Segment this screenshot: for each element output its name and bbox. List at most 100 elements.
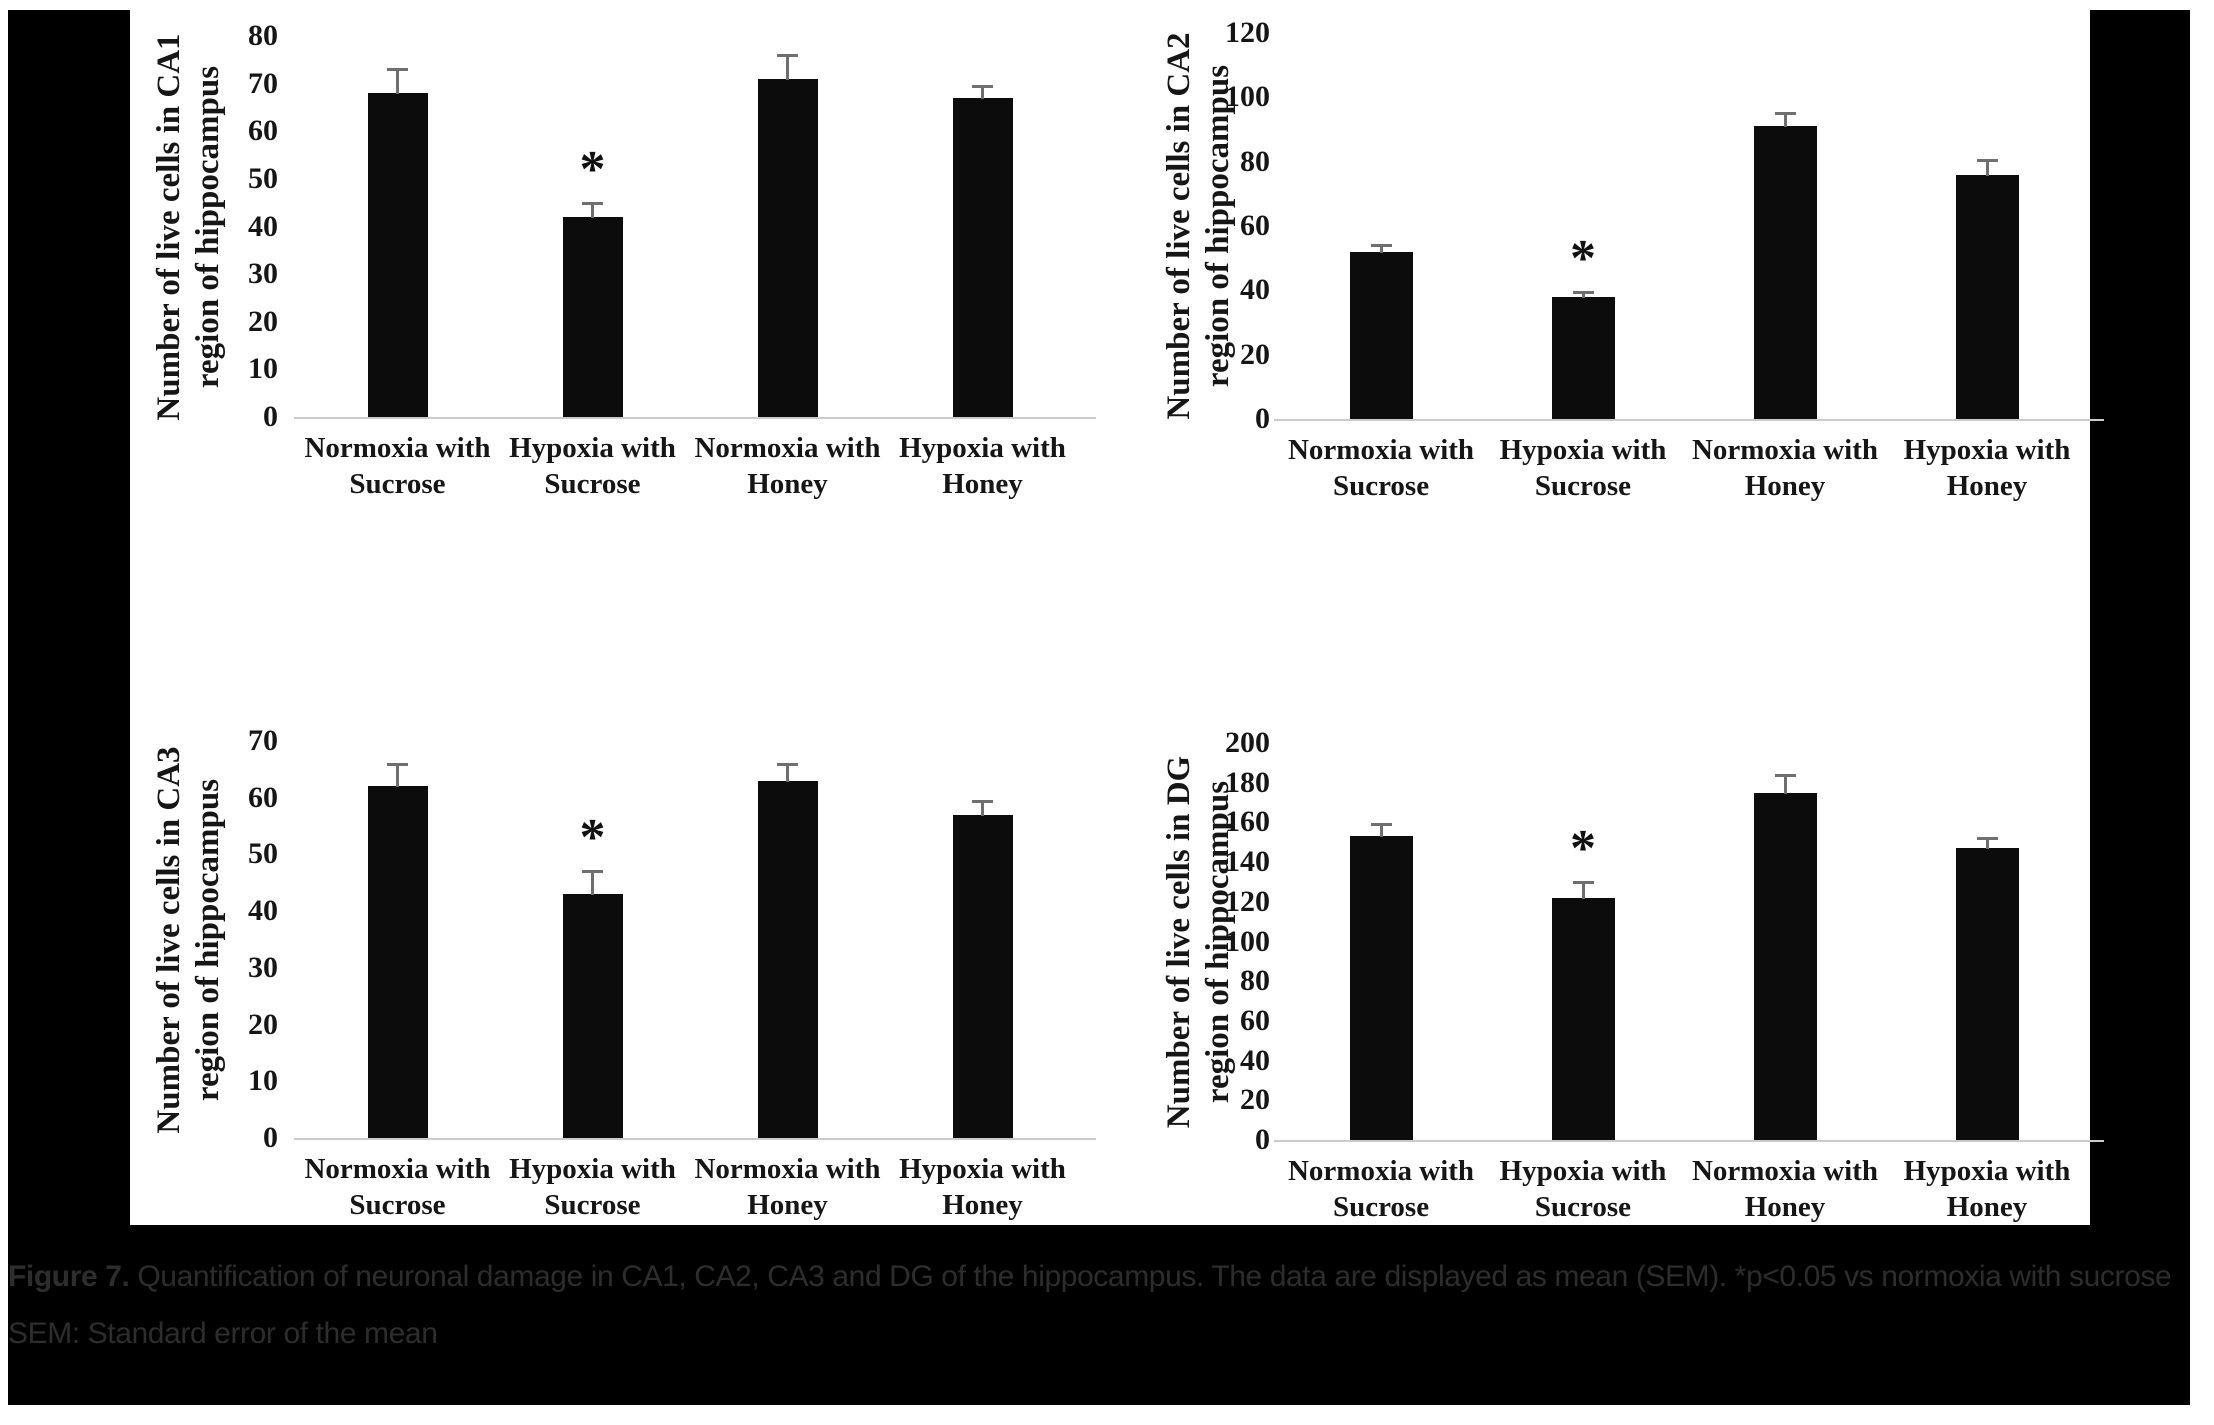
category-label: Hypoxia with Honey (1903, 1155, 2071, 1223)
y-axis-tick-label: 30 (248, 950, 278, 984)
caption-text: Quantification of neuronal damage in CA1… (129, 1260, 2172, 1293)
error-bar-cap-hypoxia-with-sucrose (1572, 880, 1594, 884)
significance-asterisk: * (1570, 229, 1596, 287)
bar-hypoxia-with-sucrose (562, 894, 623, 1138)
y-axis-tick-label: 80 (1240, 964, 1270, 998)
y-axis-tick-label: 120 (1225, 884, 1270, 918)
y-axis-title-line2: region of hippocampus (1199, 64, 1236, 388)
error-bar-cap-hypoxia-with-sucrose (1572, 290, 1594, 294)
error-bar-hypoxia-with-honey (981, 800, 984, 816)
category-label: Hypoxia with Sucrose (1499, 1155, 1667, 1223)
bar-hypoxia-with-honey (1955, 848, 2019, 1140)
y-axis-tick-label: 180 (1225, 765, 1270, 799)
error-bar-cap-normoxia-with-honey (1774, 112, 1796, 116)
caption-footnote: SEM: Standard error of the mean (8, 1316, 438, 1350)
y-axis-title: Number of live cells in CA3 region of hip… (150, 720, 228, 1160)
category-label: Hypoxia with Sucrose (509, 1153, 676, 1221)
y-axis-tick-label: 200 (1225, 726, 1270, 759)
x-axis-line (294, 1138, 1096, 1140)
y-axis-tick-label: 40 (248, 209, 278, 243)
bar-hypoxia-with-honey (952, 814, 1013, 1138)
y-axis-tick-label: 0 (1255, 402, 1270, 435)
significance-asterisk: * (579, 809, 606, 867)
category-label: Hypoxia with Honey (1903, 434, 2071, 502)
error-bar-hypoxia-with-sucrose (591, 202, 594, 218)
error-bar-cap-normoxia-with-honey (777, 54, 798, 58)
error-bar-normoxia-with-honey (1783, 113, 1787, 128)
y-axis-title-line1: Number of live cells in CA3 (151, 745, 187, 1134)
bar-normoxia-with-sucrose (1349, 836, 1413, 1140)
category-label: Normoxia with Honey (694, 432, 881, 500)
significance-asterisk: * (579, 140, 606, 198)
y-axis-tick-label: 40 (248, 894, 278, 928)
error-bar-cap-hypoxia-with-honey (972, 799, 993, 803)
category-label: Normoxia with Sucrose (1287, 1155, 1475, 1223)
bar-hypoxia-with-sucrose (562, 216, 623, 417)
x-axis-line (1274, 419, 2104, 421)
y-axis-title-line2: region of hippocampus (1199, 780, 1236, 1103)
category-label: Hypoxia with Sucrose (1499, 434, 1667, 502)
y-axis-tick-label: 40 (1240, 273, 1270, 307)
category-label: Normoxia with Sucrose (304, 1153, 491, 1221)
y-axis-title: Number of live cells in CA1 region of hip… (150, 7, 228, 447)
category-label: Normoxia with Sucrose (304, 432, 491, 500)
category-label: Hypoxia with Honey (899, 432, 1066, 500)
y-axis-tick-label: 10 (248, 352, 278, 386)
error-bar-cap-normoxia-with-sucrose (1370, 244, 1392, 248)
error-bar-normoxia-with-sucrose (396, 763, 399, 788)
error-bar-cap-normoxia-with-honey (777, 762, 798, 766)
category-label: Hypoxia with Sucrose (509, 432, 676, 500)
category-label: Normoxia with Honey (694, 1153, 881, 1221)
bar-normoxia-with-sucrose (1349, 251, 1413, 419)
bar-hypoxia-with-sucrose (1551, 897, 1615, 1140)
y-axis-tick-label: 50 (248, 161, 278, 195)
y-axis-tick-label: 0 (263, 400, 278, 433)
x-axis-line (294, 417, 1096, 419)
y-axis-tick-label: 10 (248, 1064, 278, 1098)
y-axis-tick-label: 60 (1240, 1003, 1270, 1037)
y-axis-tick-label: 140 (1225, 845, 1270, 879)
y-axis-tick-label: 160 (1225, 805, 1270, 839)
figure-caption: Figure 7. Quantification of neuronal dam… (8, 1256, 2190, 1356)
error-bar-normoxia-with-sucrose (1379, 245, 1383, 253)
error-bar-cap-normoxia-with-sucrose (1370, 823, 1392, 827)
y-axis-title-line2: region of hippocampus (189, 778, 226, 1101)
bar-normoxia-with-sucrose (367, 93, 428, 417)
error-bar-normoxia-with-sucrose (396, 69, 399, 95)
error-bar-cap-hypoxia-with-honey (1976, 837, 1998, 841)
bar-normoxia-with-honey (757, 780, 818, 1138)
error-bar-normoxia-with-honey (786, 763, 789, 782)
category-label: Normoxia with Honey (1691, 1155, 1879, 1223)
error-bar-hypoxia-with-sucrose (1581, 291, 1585, 298)
y-axis-tick-label: 120 (1225, 16, 1270, 49)
y-axis-tick-label: 20 (1240, 1083, 1270, 1117)
chart-ca2: 0 20 40 60 80 100 120 Number of live cells in C… (1161, 16, 2104, 502)
y-axis-tick-label: 30 (248, 257, 278, 291)
y-axis-tick-label: 60 (248, 780, 278, 814)
error-bar-cap-hypoxia-with-honey (1976, 159, 1998, 163)
y-axis-tick-label: 70 (248, 66, 278, 100)
chart-ca1: 0 10 20 30 40 50 60 70 80 Number of live cells in… (151, 19, 1096, 500)
caption-main-line: Figure 7. Quantification of neuronal dam… (8, 1256, 2190, 1299)
y-axis-tick-label: 100 (1225, 924, 1270, 958)
y-axis-title-line1: Number of live cells in DG (1161, 755, 1197, 1128)
significance-asterisk: * (1570, 819, 1596, 877)
y-axis-tick-label: 40 (1240, 1043, 1270, 1077)
caption-figure-label: Figure 7. (8, 1260, 130, 1293)
category-label: Normoxia with Honey (1691, 434, 1879, 502)
error-bar-hypoxia-with-sucrose (591, 871, 594, 896)
y-axis-tick-label: 80 (1240, 144, 1270, 178)
chart-ca3: 0 10 20 30 40 50 60 70 Number of live cells in C… (151, 724, 1096, 1221)
error-bar-cap-normoxia-with-honey (1774, 773, 1796, 777)
bar-normoxia-with-sucrose (367, 786, 428, 1138)
bar-hypoxia-with-honey (952, 97, 1013, 417)
y-axis-tick-label: 20 (1240, 337, 1270, 371)
error-bar-normoxia-with-honey (786, 55, 789, 80)
y-axis-title-line1: Number of live cells in CA2 (1161, 32, 1197, 420)
error-bar-cap-normoxia-with-sucrose (387, 762, 408, 766)
y-axis-tick-label: 0 (1255, 1123, 1270, 1156)
y-axis-tick-label: 60 (1240, 209, 1270, 242)
y-axis-tick-label: 20 (248, 1007, 278, 1041)
error-bar-normoxia-with-honey (1783, 774, 1787, 794)
y-axis-tick-label: 50 (248, 837, 278, 871)
